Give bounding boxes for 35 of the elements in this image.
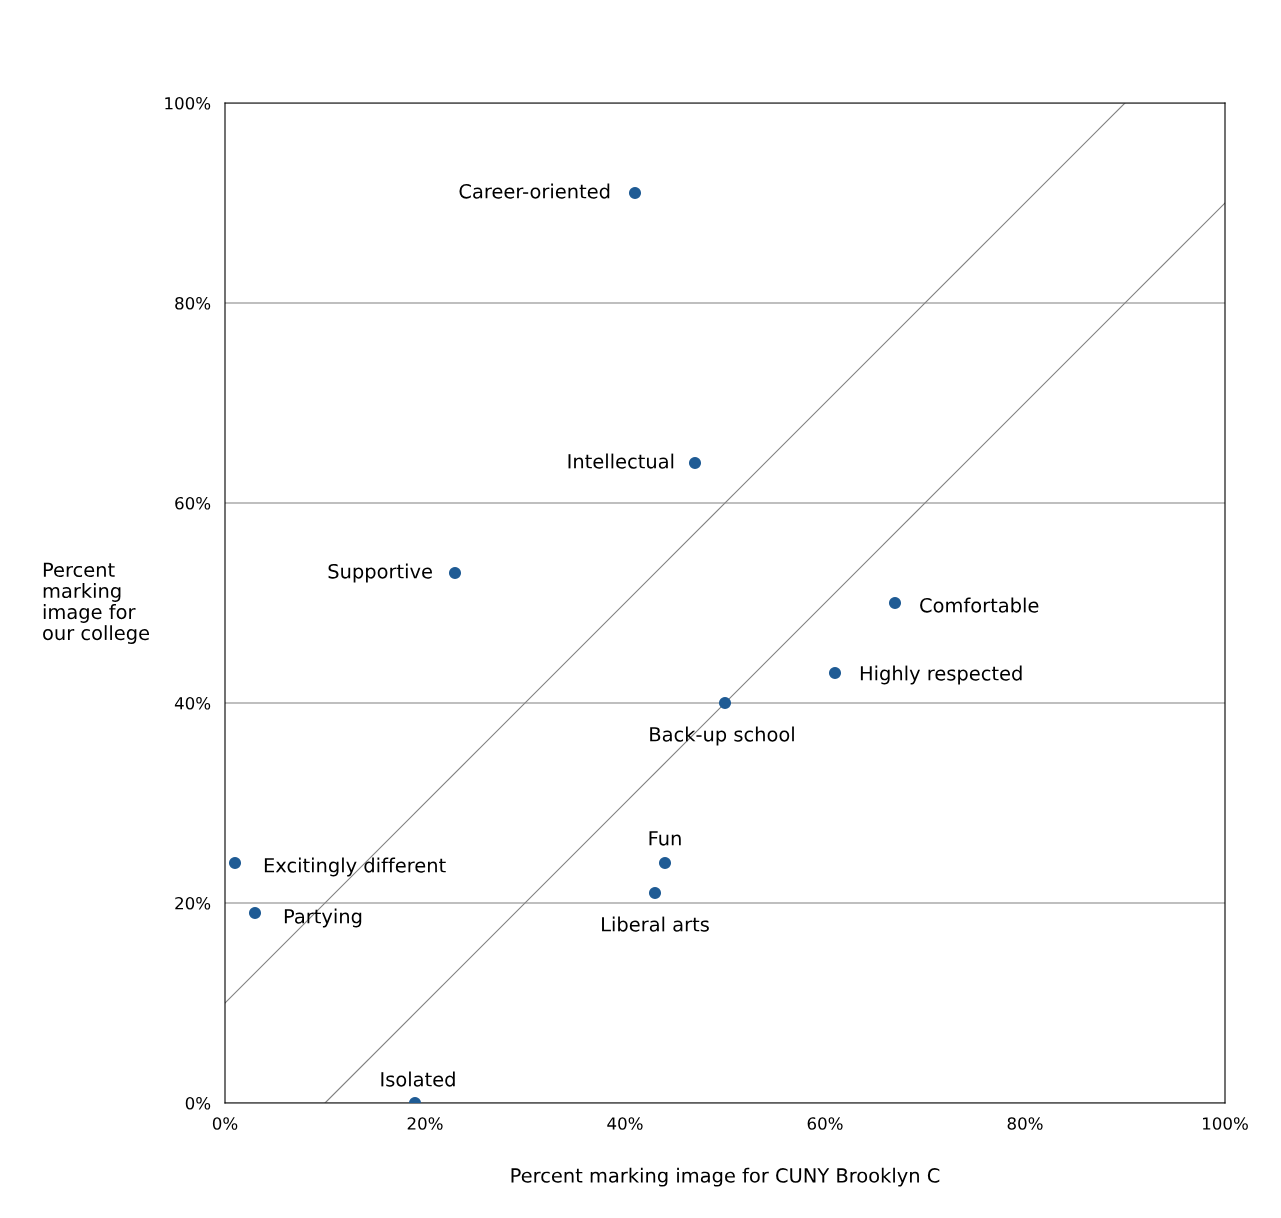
- point: [228, 856, 242, 870]
- point: [658, 856, 672, 870]
- point: [248, 906, 262, 920]
- point: [888, 596, 902, 610]
- annotation: Excitingly different: [264, 857, 446, 877]
- x-tick-label: 40%: [607, 1117, 643, 1130]
- annotation: Intellectual: [568, 453, 674, 469]
- y-tick-label: 60%: [175, 496, 211, 510]
- annotation: Back-up school: [650, 726, 794, 746]
- y-tick-label: 100%: [165, 96, 211, 110]
- x-tick-label: 80%: [1007, 1117, 1043, 1130]
- x-tick-label: 20%: [407, 1117, 443, 1130]
- annotation: Career-oriented: [459, 183, 610, 199]
- annotation: Liberal arts: [602, 916, 709, 932]
- annotation: Partying: [284, 908, 362, 928]
- annotation: Highly respected: [860, 665, 1022, 685]
- annotation: Comfortable: [920, 597, 1039, 613]
- y-tick-label: 80%: [175, 296, 211, 310]
- annotation: Supportive: [328, 563, 432, 583]
- annotation: Fun: [649, 831, 681, 846]
- x-tick-label: 0%: [212, 1117, 238, 1130]
- x-tick-label: 60%: [807, 1117, 843, 1130]
- point: [828, 666, 842, 680]
- y-tick-label: 40%: [174, 696, 211, 710]
- y-axis-title: Percent marking image for our college: [43, 562, 150, 644]
- point: [688, 456, 702, 470]
- x-axis-title: Percent marking image for CUNY Brooklyn C: [511, 1167, 940, 1187]
- x-tick-label: 100%: [1203, 1117, 1248, 1130]
- y-tick-label: 0%: [185, 1096, 211, 1110]
- y-tick-label: 20%: [175, 896, 211, 910]
- point: [628, 186, 642, 200]
- point: [718, 696, 732, 710]
- annotation: Isolated: [381, 1071, 455, 1087]
- point: [448, 566, 462, 580]
- point: [648, 886, 662, 900]
